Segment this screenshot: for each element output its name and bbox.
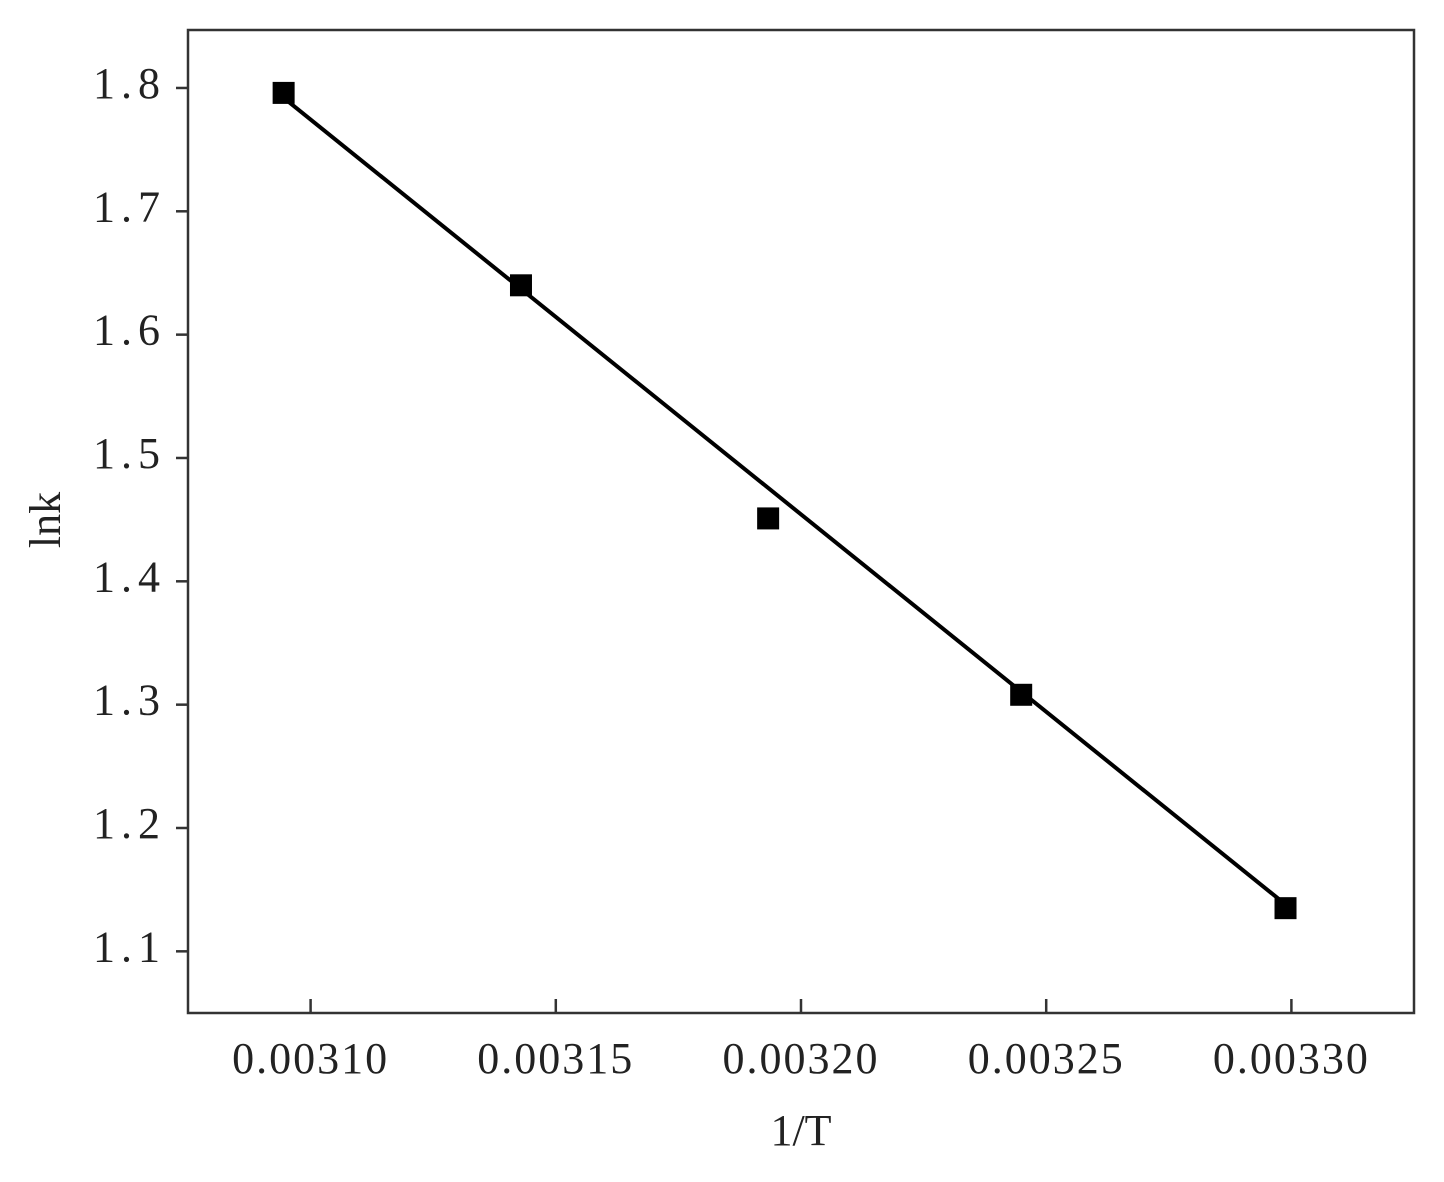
x-tick-label: 0.00330 — [1213, 1034, 1370, 1083]
x-tick-label: 0.00315 — [477, 1034, 634, 1083]
y-axis-label: lnk — [21, 492, 70, 548]
x-axis-label: 1/T — [770, 1106, 831, 1155]
data-point — [757, 507, 780, 530]
y-tick-label: 1.7 — [93, 182, 166, 231]
y-tick-label: 1.3 — [93, 676, 166, 725]
x-tick-label: 0.00310 — [232, 1034, 389, 1083]
data-point — [1274, 897, 1297, 920]
x-tick-label: 0.00325 — [968, 1034, 1125, 1083]
y-tick-label: 1.1 — [93, 922, 166, 971]
plot-frame — [186, 28, 1416, 1015]
y-tick-label: 1.2 — [93, 799, 166, 848]
y-tick-label: 1.8 — [93, 59, 166, 108]
fit-line — [282, 96, 1287, 907]
y-tick-label: 1.6 — [93, 306, 166, 355]
data-point — [509, 274, 532, 297]
x-tick-label: 0.00320 — [723, 1034, 880, 1083]
data-point — [272, 81, 295, 104]
y-tick-label: 1.4 — [93, 552, 166, 601]
y-tick-label: 1.5 — [93, 429, 166, 478]
data-point — [1010, 683, 1033, 706]
